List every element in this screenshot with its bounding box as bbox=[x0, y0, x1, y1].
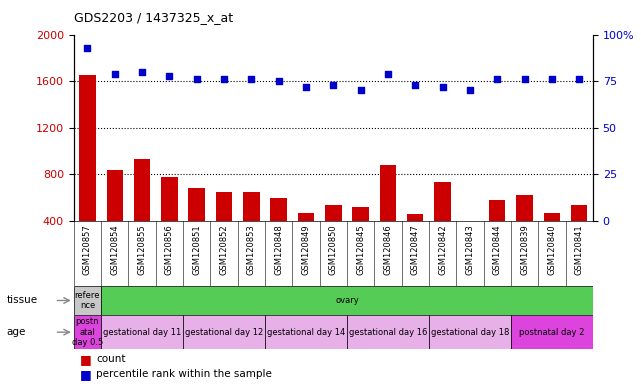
Point bbox=[110, 71, 120, 77]
Text: GSM120842: GSM120842 bbox=[438, 224, 447, 275]
Bar bbox=[347, 315, 429, 349]
Bar bbox=[101, 315, 183, 349]
Point bbox=[547, 76, 557, 82]
Bar bbox=[74, 315, 101, 349]
Bar bbox=[511, 315, 593, 349]
Bar bbox=[517, 195, 533, 221]
Text: GSM120856: GSM120856 bbox=[165, 224, 174, 275]
Text: GSM120845: GSM120845 bbox=[356, 224, 365, 275]
Bar bbox=[353, 207, 369, 221]
Text: GSM120853: GSM120853 bbox=[247, 224, 256, 275]
Point bbox=[274, 78, 284, 84]
Text: ovary: ovary bbox=[335, 296, 359, 305]
Point bbox=[137, 69, 147, 75]
Text: gestational day 18: gestational day 18 bbox=[431, 328, 509, 337]
Bar bbox=[265, 315, 347, 349]
Point bbox=[383, 71, 393, 77]
Point bbox=[410, 82, 420, 88]
Text: gestational day 16: gestational day 16 bbox=[349, 328, 427, 337]
Text: gestational day 12: gestational day 12 bbox=[185, 328, 263, 337]
Text: refere
nce: refere nce bbox=[74, 291, 100, 310]
Point bbox=[356, 88, 366, 94]
Text: GSM120847: GSM120847 bbox=[411, 224, 420, 275]
Text: count: count bbox=[96, 354, 126, 364]
Text: age: age bbox=[6, 327, 26, 337]
Text: postnatal day 2: postnatal day 2 bbox=[519, 328, 585, 337]
Point bbox=[519, 76, 529, 82]
Point bbox=[492, 76, 503, 82]
Bar bbox=[183, 315, 265, 349]
Point bbox=[465, 88, 475, 94]
Bar bbox=[79, 75, 96, 221]
Text: GSM120854: GSM120854 bbox=[110, 224, 119, 275]
Text: percentile rank within the sample: percentile rank within the sample bbox=[96, 369, 272, 379]
Text: postn
atal
day 0.5: postn atal day 0.5 bbox=[72, 317, 103, 347]
Text: GSM120846: GSM120846 bbox=[383, 224, 392, 275]
Text: GSM120857: GSM120857 bbox=[83, 224, 92, 275]
Text: GSM120841: GSM120841 bbox=[575, 224, 584, 275]
Bar bbox=[489, 200, 506, 221]
Text: GSM120851: GSM120851 bbox=[192, 224, 201, 275]
Point bbox=[82, 45, 92, 51]
Bar bbox=[435, 182, 451, 221]
Text: GSM120843: GSM120843 bbox=[465, 224, 474, 275]
Bar bbox=[298, 213, 314, 221]
Bar bbox=[216, 192, 232, 221]
Text: GSM120850: GSM120850 bbox=[329, 224, 338, 275]
Point bbox=[574, 76, 585, 82]
Text: gestational day 14: gestational day 14 bbox=[267, 328, 345, 337]
Text: GSM120849: GSM120849 bbox=[301, 224, 310, 275]
Point bbox=[301, 84, 311, 90]
Bar bbox=[325, 205, 342, 221]
Text: GSM120852: GSM120852 bbox=[219, 224, 228, 275]
Bar bbox=[243, 192, 260, 221]
Bar bbox=[544, 213, 560, 221]
Point bbox=[438, 84, 448, 90]
Text: GDS2203 / 1437325_x_at: GDS2203 / 1437325_x_at bbox=[74, 11, 233, 24]
Text: gestational day 11: gestational day 11 bbox=[103, 328, 181, 337]
Text: GSM120840: GSM120840 bbox=[547, 224, 556, 275]
Text: GSM120844: GSM120844 bbox=[493, 224, 502, 275]
Bar bbox=[571, 205, 587, 221]
Text: GSM120839: GSM120839 bbox=[520, 224, 529, 275]
Text: tissue: tissue bbox=[6, 295, 38, 306]
Point bbox=[192, 76, 202, 82]
Point bbox=[164, 73, 174, 79]
Bar bbox=[429, 315, 511, 349]
Text: ■: ■ bbox=[80, 368, 92, 381]
Text: GSM120848: GSM120848 bbox=[274, 224, 283, 275]
Bar bbox=[379, 165, 396, 221]
Bar bbox=[134, 159, 150, 221]
Bar bbox=[407, 214, 424, 221]
Bar bbox=[188, 188, 205, 221]
Point bbox=[328, 82, 338, 88]
Point bbox=[246, 76, 256, 82]
Bar bbox=[74, 286, 101, 315]
Bar bbox=[106, 170, 123, 221]
Point bbox=[219, 76, 229, 82]
Text: ■: ■ bbox=[80, 353, 92, 366]
Text: GSM120855: GSM120855 bbox=[138, 224, 147, 275]
Bar bbox=[161, 177, 178, 221]
Bar bbox=[271, 197, 287, 221]
